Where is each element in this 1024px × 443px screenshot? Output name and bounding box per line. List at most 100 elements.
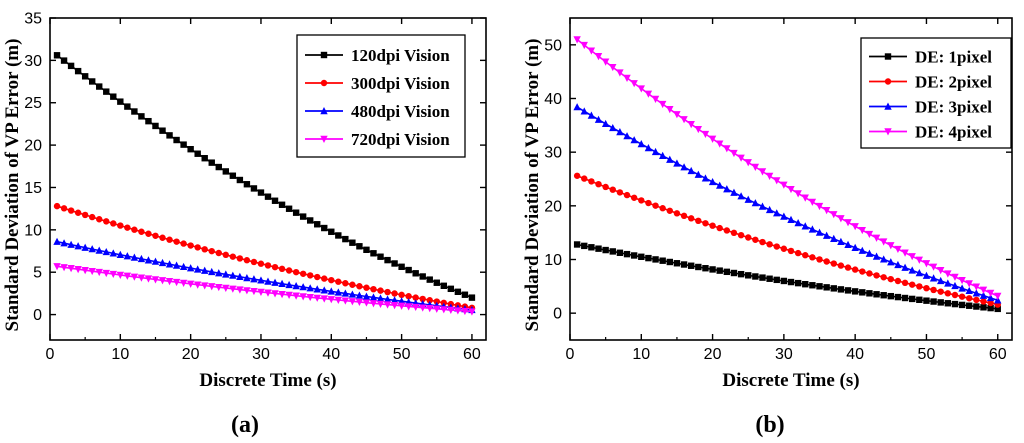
data-point — [433, 279, 440, 286]
data-point — [285, 280, 293, 289]
data-point — [356, 243, 363, 250]
data-point — [257, 260, 265, 267]
data-point — [356, 283, 363, 290]
data-point — [369, 293, 378, 301]
data-point — [67, 207, 75, 214]
data-point — [651, 95, 660, 103]
data-point — [222, 284, 230, 293]
data-point — [595, 245, 602, 252]
x-tick-label: 10 — [632, 346, 650, 363]
data-point — [123, 252, 132, 260]
data-point — [278, 201, 286, 208]
data-point — [109, 270, 117, 279]
data-point — [342, 235, 349, 243]
data-point — [709, 266, 716, 273]
data-point — [887, 258, 895, 266]
data-point — [405, 266, 412, 274]
legend-label: DE: 2pixel — [915, 73, 992, 92]
data-point — [587, 47, 596, 55]
data-point — [866, 270, 873, 277]
data-point — [766, 241, 773, 248]
data-point — [264, 193, 272, 200]
data-point — [844, 240, 852, 249]
data-point — [723, 268, 731, 276]
data-point — [644, 143, 653, 152]
data-point — [979, 291, 988, 299]
data-point — [808, 198, 817, 206]
data-point — [363, 246, 370, 254]
data-point — [377, 287, 384, 294]
data-point — [236, 272, 244, 281]
data-point — [116, 271, 125, 279]
legend-marker — [884, 102, 892, 110]
data-point — [257, 288, 265, 296]
data-point — [638, 253, 645, 260]
data-point — [447, 306, 455, 314]
data-point — [194, 244, 201, 251]
data-point — [937, 288, 944, 295]
data-point — [673, 260, 681, 267]
data-point — [376, 300, 385, 308]
data-point — [822, 231, 831, 239]
x-tick-label: 0 — [46, 346, 55, 363]
data-point — [823, 258, 830, 265]
data-point — [580, 107, 588, 115]
data-point — [334, 296, 343, 304]
data-point — [363, 284, 370, 291]
data-point — [944, 279, 952, 287]
data-point — [915, 269, 924, 277]
data-point — [972, 283, 981, 291]
data-point — [708, 135, 717, 143]
data-point — [314, 273, 321, 281]
data-point — [951, 281, 959, 290]
data-point — [306, 217, 314, 224]
data-point — [609, 123, 617, 132]
x-tick-label: 40 — [846, 346, 864, 363]
data-point — [901, 249, 909, 257]
data-point — [158, 277, 167, 285]
data-point — [103, 218, 110, 225]
data-point — [229, 271, 237, 279]
data-point — [236, 176, 244, 184]
data-point — [152, 232, 159, 239]
data-point — [53, 237, 61, 245]
panel-caption: (a) — [231, 412, 259, 438]
data-point — [616, 249, 624, 256]
data-point — [314, 221, 321, 228]
plot-frame — [569, 17, 1013, 341]
data-point — [271, 278, 279, 286]
data-point — [384, 256, 391, 264]
data-point — [321, 224, 328, 232]
data-point — [278, 279, 286, 287]
data-point — [802, 252, 809, 259]
data-point — [894, 245, 902, 254]
x-tick-label: 20 — [704, 346, 722, 363]
data-point — [215, 249, 222, 257]
data-point — [334, 288, 343, 296]
data-point — [405, 293, 412, 300]
data-point — [109, 249, 117, 257]
data-point — [158, 258, 167, 267]
data-point — [137, 254, 146, 263]
data-point — [390, 296, 399, 304]
data-point — [923, 284, 930, 292]
data-point — [581, 242, 588, 250]
data-point — [680, 163, 688, 171]
data-point — [951, 300, 959, 308]
legend-label: 720dpi Vision — [351, 130, 450, 149]
data-point — [751, 163, 760, 171]
data-point — [335, 232, 342, 239]
data-point — [229, 172, 237, 179]
data-point — [980, 304, 987, 311]
data-point — [95, 246, 103, 254]
legend-label: DE: 4pixel — [915, 123, 992, 142]
data-point — [695, 263, 702, 271]
legend-label: DE: 1pixel — [915, 48, 992, 67]
data-point — [623, 191, 631, 199]
y-tick-label: 20 — [544, 198, 562, 215]
data-point — [837, 237, 845, 245]
data-point — [376, 294, 385, 302]
data-point — [637, 85, 645, 93]
data-point — [377, 253, 384, 260]
